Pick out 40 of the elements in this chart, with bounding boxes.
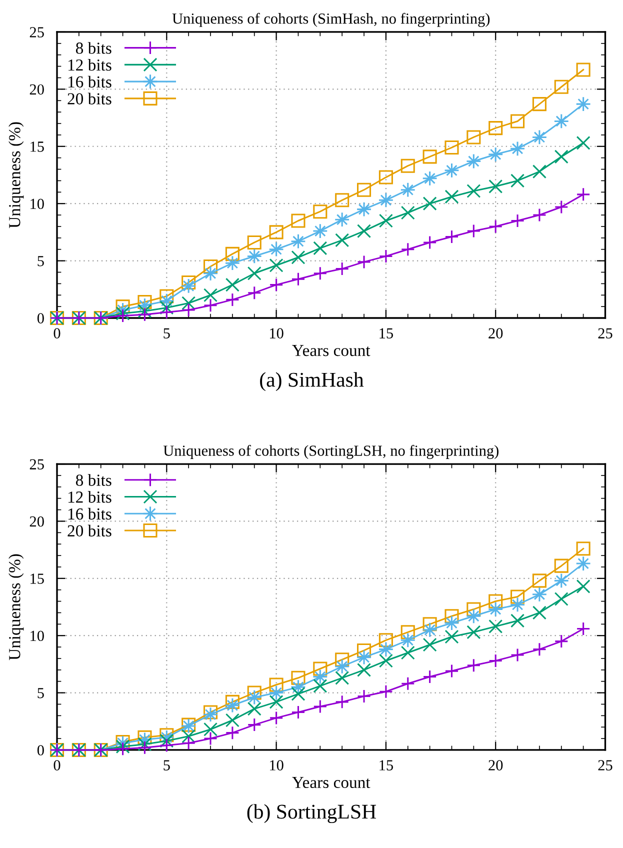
x-tick-label: 20 [488,760,503,770]
legend-label: 8 bits [76,474,112,486]
y-tick-label: 0 [37,313,44,324]
x-tick-label: 10 [270,760,284,770]
legend-label: 16 bits [68,76,112,88]
x-tick-label: 15 [380,328,393,338]
y-tick-label: 20 [30,516,44,527]
x-tick-label: 0 [54,760,60,770]
y-tick-label: 15 [30,142,44,152]
legend-label: 12 bits [68,58,112,71]
x-axis-title: Years count [292,776,370,788]
x-tick-label: 0 [54,328,60,338]
legend-label: 20 bits [68,524,112,537]
text: (b) SortingLSH [247,804,376,824]
y-tick-label: 5 [38,688,44,698]
y-tick-label: 10 [30,630,44,642]
x-tick-label: 25 [598,760,612,770]
y-tick-label: 10 [30,198,44,210]
chart-title: Uniqueness of cohorts (SortingLSH, no fingerprinting) [163,444,498,459]
chart-title: Uniqueness of cohorts (SimHash, no fingerprinting) [172,12,490,27]
x-tick-label: 15 [380,760,393,770]
y-tick-label: 15 [30,574,44,584]
y-tick-label: 25 [30,459,44,470]
legend-label: 20 bits [68,92,112,104]
y-axis-title: Uniqueness (%) [8,554,24,660]
x-axis-title: Years count [292,345,370,356]
legend-label: 12 bits [68,491,112,503]
y-axis-title: Uniqueness (%) [8,122,24,228]
y-tick-label: 25 [30,27,44,38]
y-tick-label: 0 [37,745,44,756]
x-tick-label: 10 [270,328,284,338]
x-tick-label: 20 [488,328,503,338]
y-tick-label: 20 [30,84,44,95]
x-tick-label: 5 [164,760,170,770]
y-tick-label: 5 [38,256,44,266]
legend-label: 8 bits [76,42,112,54]
x-tick-label: 25 [598,328,612,338]
x-tick-label: 5 [164,328,170,338]
text: (a) SimHash [260,372,364,392]
legend-label: 16 bits [68,508,112,520]
